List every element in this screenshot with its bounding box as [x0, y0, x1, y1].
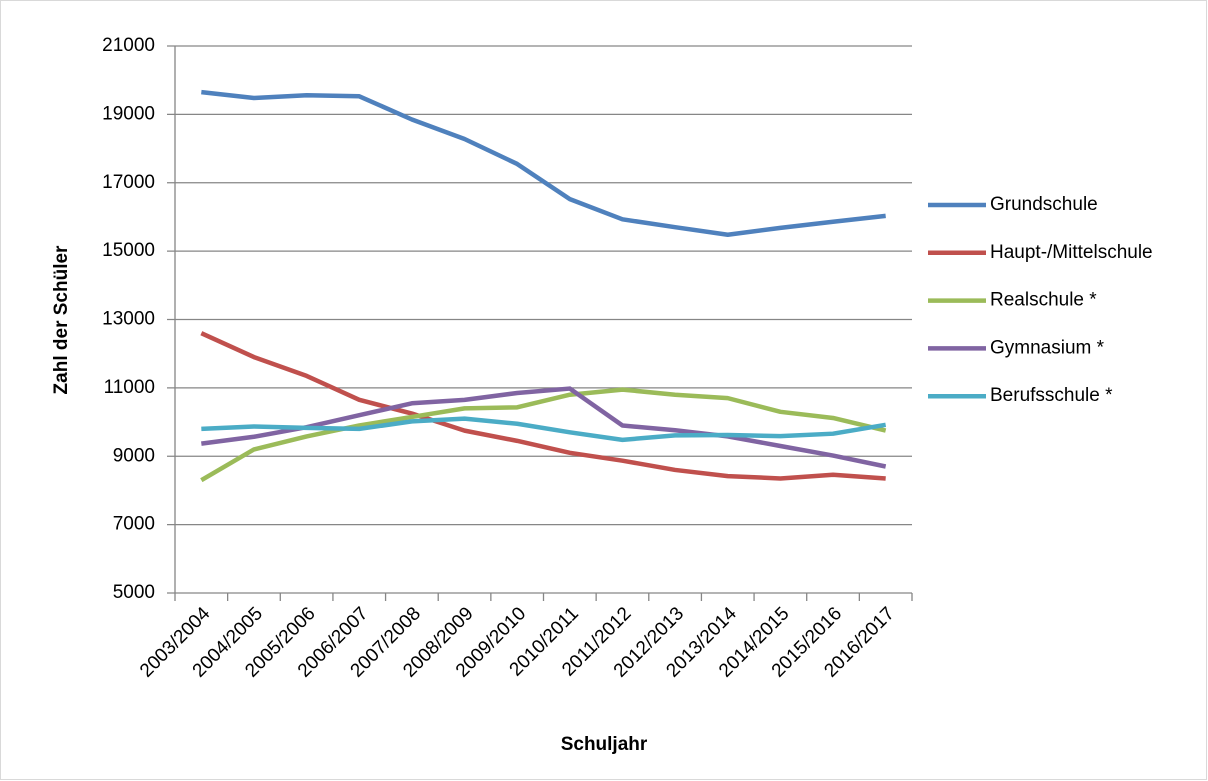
- legend-label: Haupt-/Mittelschule: [990, 242, 1153, 263]
- y-tick-label: 9000: [113, 445, 155, 466]
- y-tick-label: 17000: [102, 172, 155, 193]
- series-line: [200, 387, 887, 483]
- legend-label: Gymnasium *: [990, 337, 1105, 358]
- y-tick-label: 15000: [102, 240, 155, 261]
- series-line: [200, 331, 886, 481]
- legend-label: Realschule *: [990, 290, 1097, 311]
- y-tick-label: 21000: [102, 35, 155, 56]
- series-line: [201, 416, 887, 443]
- y-axis-title: Zahl der Schüler: [51, 245, 72, 394]
- y-tick-label: 5000: [113, 582, 155, 603]
- series-line: [201, 386, 887, 469]
- series-line: [201, 89, 886, 237]
- legend-label: Berufsschule *: [990, 385, 1113, 406]
- legend-label: Grundschule: [990, 194, 1098, 215]
- y-tick-label: 7000: [113, 514, 155, 535]
- y-tick-label: 13000: [102, 309, 155, 330]
- y-tick-label: 11000: [104, 377, 155, 398]
- x-axis-title: Schuljahr: [561, 734, 648, 755]
- y-tick-label: 19000: [102, 103, 155, 124]
